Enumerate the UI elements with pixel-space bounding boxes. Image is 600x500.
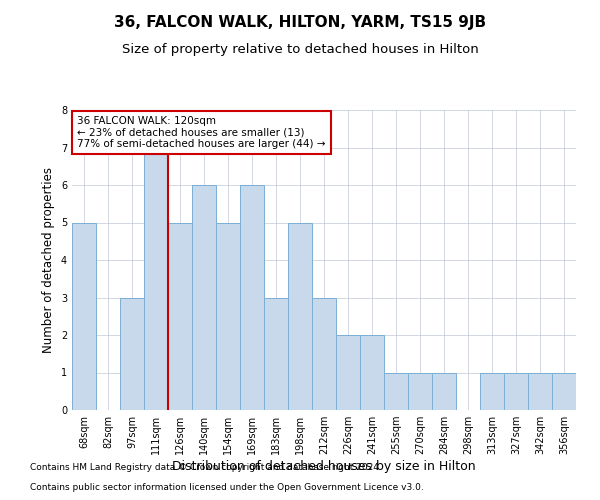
Bar (528, 372, 552, 410)
Bar (264, 298, 288, 410)
Bar (72, 222, 96, 410)
X-axis label: Distribution of detached houses by size in Hilton: Distribution of detached houses by size … (172, 460, 476, 473)
Bar (408, 372, 432, 410)
Bar (168, 222, 192, 410)
Text: Size of property relative to detached houses in Hilton: Size of property relative to detached ho… (122, 42, 478, 56)
Bar (288, 222, 312, 410)
Bar (504, 372, 528, 410)
Text: 36, FALCON WALK, HILTON, YARM, TS15 9JB: 36, FALCON WALK, HILTON, YARM, TS15 9JB (114, 15, 486, 30)
Bar (360, 335, 384, 410)
Bar (480, 372, 504, 410)
Bar (432, 372, 456, 410)
Bar (312, 298, 336, 410)
Bar (336, 335, 360, 410)
Text: 36 FALCON WALK: 120sqm
← 23% of detached houses are smaller (13)
77% of semi-det: 36 FALCON WALK: 120sqm ← 23% of detached… (77, 116, 326, 149)
Bar (240, 185, 264, 410)
Bar (120, 298, 144, 410)
Y-axis label: Number of detached properties: Number of detached properties (43, 167, 55, 353)
Bar (144, 148, 168, 410)
Text: Contains HM Land Registry data © Crown copyright and database right 2024.: Contains HM Land Registry data © Crown c… (30, 464, 382, 472)
Text: Contains public sector information licensed under the Open Government Licence v3: Contains public sector information licen… (30, 484, 424, 492)
Bar (192, 185, 216, 410)
Bar (552, 372, 576, 410)
Bar (216, 222, 240, 410)
Bar (384, 372, 408, 410)
